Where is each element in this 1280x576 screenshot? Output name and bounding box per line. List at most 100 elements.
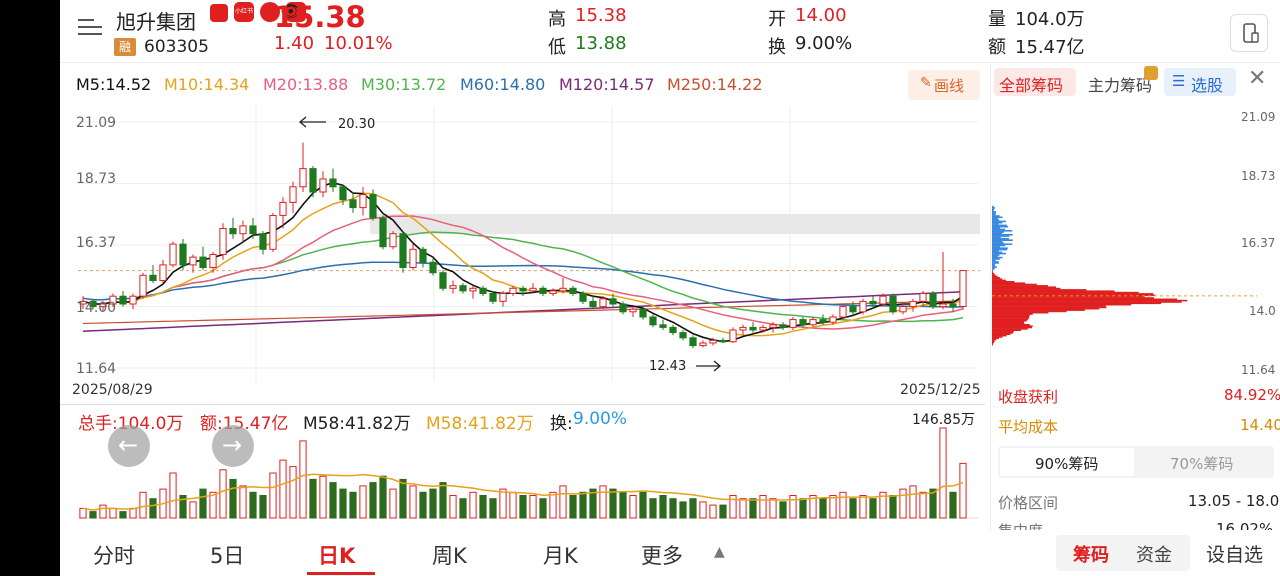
tab-all-chips-label: 全部筹码 <box>999 76 1064 95</box>
date-start: 2025/08/29 <box>72 382 153 398</box>
candle <box>939 251 947 310</box>
vol-ma-b: M58:41.82万 <box>426 414 534 434</box>
chip-bar <box>992 326 1032 329</box>
seg-70-button[interactable]: 70%筹码 <box>1170 455 1234 473</box>
tab-daily-k[interactable]: 日K <box>318 544 356 568</box>
candle-body <box>879 295 887 305</box>
close-icon[interactable]: ✕ <box>1248 66 1267 91</box>
candle-body <box>129 295 137 305</box>
volume-bar <box>469 491 477 519</box>
volume-bar <box>579 491 587 519</box>
chip-bar <box>992 342 994 345</box>
chip-y-2: 18.73 <box>1241 169 1276 183</box>
tab-intraday[interactable]: 分时 <box>93 544 135 568</box>
candle-body <box>909 300 917 308</box>
chip-bar <box>992 251 1003 254</box>
candle-body <box>299 168 307 188</box>
seg-90-button[interactable]: 90%筹码 <box>1000 448 1134 476</box>
tab-more[interactable]: 更多 <box>641 544 683 568</box>
tab-main-chips[interactable]: 主力筹码 <box>1088 76 1153 95</box>
chip-segment: 90%筹码 70%筹码 <box>998 446 1274 478</box>
high-arrow-icon <box>298 116 326 128</box>
candle <box>869 296 877 310</box>
candle <box>209 251 217 273</box>
amount-value: 15.47亿 <box>1015 37 1085 58</box>
tab-5day[interactable]: 5日 <box>210 544 245 568</box>
candle-body <box>379 217 387 248</box>
candle <box>379 215 387 250</box>
draw-line-button[interactable]: ✎ 画线 <box>908 70 980 100</box>
candle <box>839 303 847 320</box>
candle <box>519 285 527 297</box>
candlestick-chart[interactable] <box>60 100 985 400</box>
select-stock-button[interactable]: ☰ 选股 <box>1164 68 1236 96</box>
volume-bar <box>899 488 907 519</box>
candle-body <box>779 324 787 328</box>
chip-switch[interactable]: 筹码 <box>1073 545 1109 566</box>
tab-weekly-k[interactable]: 周K <box>432 544 467 568</box>
conc-value: 16.02% <box>1216 520 1274 530</box>
turnover-label: 换 <box>768 37 786 58</box>
volume-bar <box>179 495 187 519</box>
chip-bar <box>992 337 999 340</box>
next-button[interactable]: → <box>212 425 254 467</box>
ma60-label: M60:14.80 <box>460 75 546 94</box>
volume-bar <box>679 501 687 519</box>
candle-body <box>859 300 867 313</box>
candle-body <box>789 319 797 328</box>
chip-bar <box>992 298 1177 301</box>
draw-line-label: 画线 <box>934 77 965 95</box>
candle-body <box>79 300 87 305</box>
chip-bar <box>992 254 1000 256</box>
candle <box>679 329 687 341</box>
candle-body <box>369 194 377 219</box>
prev-button[interactable]: ← <box>108 425 150 467</box>
candle-body <box>819 319 827 323</box>
low-value: 13.88 <box>575 33 627 54</box>
candle <box>159 259 167 284</box>
triangle-up-icon[interactable]: ▲ <box>714 544 725 560</box>
volume-bar <box>189 501 197 519</box>
vol-ma-a: M58:41.82万 <box>303 414 411 434</box>
candle <box>219 223 227 260</box>
app-badge-icon <box>210 4 228 22</box>
candle-body <box>809 319 817 326</box>
candle <box>279 197 287 229</box>
candle-body <box>569 287 577 295</box>
candle-body <box>389 233 397 248</box>
volume-ma-line <box>82 473 964 511</box>
volume-bar <box>89 511 97 519</box>
tab-all-chips[interactable]: 全部筹码 <box>994 68 1076 96</box>
chip-bar <box>992 207 995 209</box>
chip-bar <box>992 281 1015 283</box>
volume-bar <box>379 475 387 519</box>
arrow-left-icon: ← <box>118 431 139 459</box>
fund-switch[interactable]: 资金 <box>1136 545 1172 566</box>
chip-bar <box>992 223 999 225</box>
candle-body <box>929 293 937 307</box>
candle <box>349 192 357 213</box>
add-watchlist-button[interactable]: 设自选 <box>1206 544 1264 566</box>
volume-bar <box>79 507 87 519</box>
chip-bar <box>992 324 1030 326</box>
tab-monthly-k[interactable]: 月K <box>543 544 578 568</box>
candle-body <box>239 225 247 235</box>
volume-bar <box>559 485 567 519</box>
volume-bar <box>339 488 347 519</box>
total-hand: 总手:104.0万 <box>78 414 184 434</box>
chip-bar <box>992 338 997 341</box>
candle <box>889 293 897 315</box>
chip-bar <box>992 208 994 211</box>
candle <box>659 319 667 330</box>
menu-icon[interactable] <box>76 16 104 42</box>
y-tick-2: 18.73 <box>76 171 117 187</box>
volume-bar <box>519 495 527 519</box>
chip-bar <box>992 278 1003 280</box>
volume-bar <box>229 478 237 519</box>
candle <box>749 322 757 333</box>
volume-bar <box>209 491 217 519</box>
chip-y-1: 21.09 <box>1241 110 1276 124</box>
volume-bar <box>789 495 797 519</box>
landscape-toggle-icon[interactable] <box>1230 14 1268 52</box>
candle <box>419 246 427 268</box>
